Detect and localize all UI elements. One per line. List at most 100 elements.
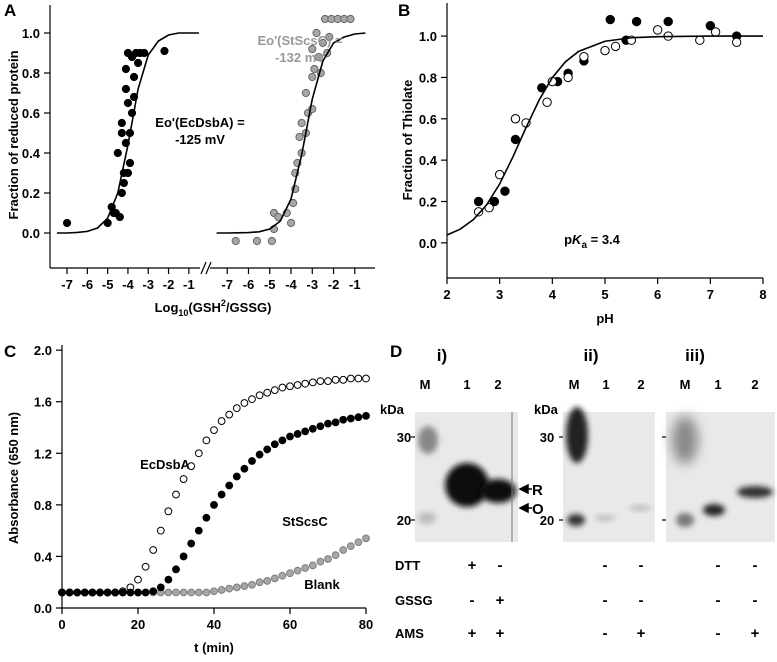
- data-point: [339, 546, 348, 554]
- x-tick-label: 3: [496, 287, 503, 302]
- condition-sign: +: [468, 625, 477, 642]
- data-point: [286, 569, 294, 578]
- data-point: [600, 45, 610, 56]
- data-point: [286, 218, 296, 228]
- data-point: [695, 35, 705, 45]
- data-point: [278, 571, 287, 580]
- lane-label: 1: [714, 377, 721, 392]
- data-point: [194, 449, 203, 458]
- data-point: [248, 580, 256, 589]
- panel-label: A: [4, 1, 16, 20]
- data-point: [362, 412, 370, 420]
- data-point: [610, 41, 621, 52]
- data-point: [73, 588, 82, 597]
- fit-curve: [216, 32, 366, 234]
- x-tick-label: -2: [163, 277, 175, 292]
- data-point: [324, 555, 332, 563]
- series-label: StScsC: [282, 514, 328, 529]
- panel-label: C: [4, 342, 16, 361]
- data-point: [187, 588, 196, 597]
- y-tick-label: 0.6: [419, 112, 437, 127]
- data-point: [232, 583, 241, 592]
- gel-title: i): [437, 346, 447, 365]
- gel-band: [595, 515, 615, 521]
- text-part: 2: [221, 298, 226, 308]
- x-tick-label: 8: [759, 287, 766, 302]
- data-point: [278, 383, 287, 392]
- lane-label: M: [680, 377, 691, 392]
- x-tick-label: -1: [349, 277, 361, 292]
- data-point: [301, 427, 310, 436]
- data-point: [473, 207, 484, 217]
- band-label: O: [532, 501, 544, 518]
- data-point: [123, 98, 133, 108]
- data-point: [346, 14, 355, 24]
- data-point: [164, 588, 173, 597]
- x-tick-label: 60: [283, 617, 297, 632]
- data-point: [160, 46, 169, 56]
- data-point: [134, 588, 142, 597]
- lane-label: M: [420, 377, 431, 392]
- condition-sign: +: [468, 557, 477, 574]
- data-point: [96, 588, 104, 597]
- y-tick-label: 0.4: [34, 549, 53, 564]
- y-tick-label: 0.2: [22, 186, 40, 201]
- x-tick-label: 40: [207, 617, 221, 632]
- data-point: [210, 587, 218, 596]
- data-point: [179, 588, 188, 597]
- data-point: [263, 388, 272, 397]
- text-part: K: [572, 232, 583, 247]
- data-point: [354, 538, 363, 547]
- x-tick-label: 20: [131, 617, 145, 632]
- lane-label: 2: [637, 377, 644, 392]
- data-point: [297, 118, 306, 128]
- data-point: [88, 588, 97, 597]
- condition-sign: +: [637, 625, 646, 642]
- x-tick-label: 6: [654, 287, 661, 302]
- condition-sign: +: [496, 592, 505, 609]
- data-point: [123, 48, 133, 58]
- data-point: [270, 574, 279, 583]
- marker-label: 30: [540, 430, 554, 445]
- condition-sign: -: [470, 592, 475, 609]
- condition-sign: -: [716, 625, 721, 642]
- data-point: [500, 186, 510, 196]
- data-point: [710, 27, 721, 37]
- data-point: [605, 14, 615, 25]
- data-point: [255, 450, 264, 459]
- y-axis-label: Absorbance (650 nm): [6, 412, 21, 544]
- data-point: [331, 551, 340, 560]
- data-point: [510, 134, 521, 145]
- data-point: [117, 128, 126, 138]
- data-point: [129, 72, 139, 82]
- data-point: [117, 188, 126, 198]
- condition-sign: -: [603, 592, 608, 609]
- data-point: [263, 577, 272, 585]
- y-tick-label: 0.0: [22, 226, 40, 241]
- data-point: [308, 424, 317, 433]
- condition-sign: -: [639, 592, 644, 609]
- data-point: [316, 557, 325, 566]
- marker-label: 20: [540, 513, 554, 528]
- data-point: [339, 375, 348, 384]
- data-point: [293, 430, 302, 438]
- gel-band: [629, 505, 651, 511]
- data-point: [301, 88, 310, 98]
- data-point: [164, 575, 173, 584]
- data-point: [202, 436, 211, 445]
- data-point: [267, 236, 276, 246]
- data-point: [156, 583, 165, 592]
- data-point: [331, 375, 340, 384]
- y-tick-label: 0.6: [22, 106, 40, 121]
- data-point: [331, 418, 340, 427]
- data-point: [252, 236, 262, 246]
- band-arrow: [518, 483, 532, 495]
- data-point: [308, 72, 317, 82]
- data-point: [324, 377, 332, 385]
- data-point: [179, 552, 188, 561]
- data-point: [58, 588, 66, 597]
- y-tick-label: 1.0: [419, 29, 437, 44]
- data-point: [202, 588, 211, 597]
- data-point: [255, 391, 264, 400]
- data-point: [293, 566, 302, 575]
